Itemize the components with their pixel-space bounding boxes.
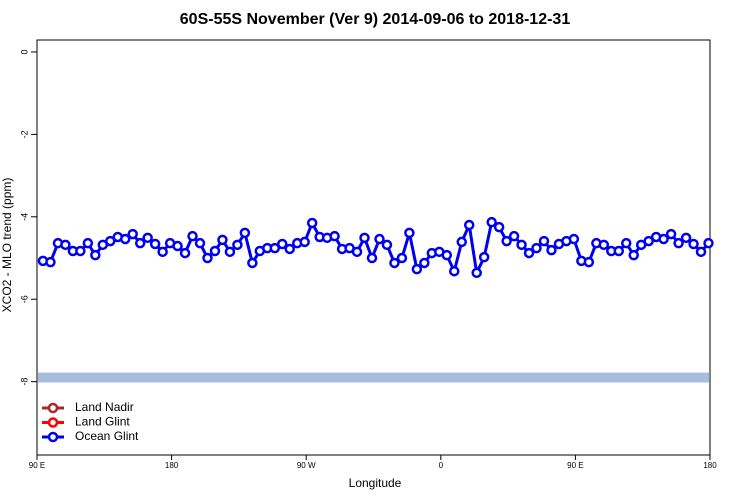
- data-point: [680, 232, 692, 244]
- data-point: [194, 237, 206, 249]
- data-point: [598, 239, 610, 251]
- data-point: [381, 239, 393, 251]
- data-point: [419, 257, 430, 269]
- data-point: [45, 256, 56, 268]
- y-tick-label: -2: [19, 130, 29, 138]
- data-point: [247, 257, 258, 269]
- data-point: [149, 238, 161, 250]
- data-point: [493, 221, 505, 233]
- data-point: [142, 232, 153, 244]
- data-point: [695, 246, 707, 258]
- data-point: [239, 227, 251, 239]
- data-point: [75, 245, 86, 257]
- data-point: [583, 256, 595, 268]
- data-point: [217, 234, 228, 246]
- data-point: [179, 247, 191, 259]
- data-point: [157, 246, 168, 258]
- y-tick-label: 0: [19, 49, 29, 54]
- data-point: [299, 236, 310, 248]
- data-point: [486, 216, 497, 228]
- data-point: [105, 235, 116, 247]
- data-point: [366, 252, 378, 264]
- legend-label: Land Glint: [75, 415, 130, 429]
- data-point: [449, 265, 460, 277]
- y-tick-label: -4: [19, 213, 29, 221]
- data-point: [127, 228, 138, 240]
- data-point: [703, 237, 714, 249]
- legend-marker: [47, 431, 59, 443]
- y-tick-label: -6: [19, 295, 29, 303]
- data-point: [538, 235, 550, 247]
- data-point: [613, 245, 625, 257]
- data-point: [209, 245, 221, 257]
- data-point: [628, 249, 639, 261]
- data-point: [187, 230, 198, 242]
- x-tick-label: 90 W: [297, 461, 316, 470]
- data-point: [329, 230, 340, 242]
- data-point: [202, 252, 213, 264]
- data-point: [456, 236, 467, 248]
- data-point: [501, 235, 512, 247]
- data-point: [523, 247, 535, 259]
- data-point: [306, 217, 318, 229]
- x-tick-label: 0: [439, 461, 444, 470]
- data-point: [284, 243, 295, 255]
- data-point: [90, 249, 101, 261]
- data-point: [508, 230, 520, 242]
- legend-marker: [47, 402, 59, 414]
- data-point: [269, 242, 281, 254]
- y-axis-title: XCO2 - MLO trend (ppm): [0, 178, 14, 313]
- data-point: [396, 252, 408, 264]
- data-point: [60, 239, 71, 251]
- x-tick-label: 90 E: [567, 461, 583, 470]
- data-point: [546, 244, 557, 256]
- chart-title: 60S-55S November (Ver 9) 2014-09-06 to 2…: [180, 11, 571, 28]
- data-point: [411, 263, 423, 275]
- data-point: [359, 232, 370, 244]
- data-point: [389, 257, 400, 269]
- data-point: [82, 237, 94, 249]
- data-point: [232, 239, 243, 251]
- data-point: [620, 237, 632, 249]
- data-point: [478, 251, 490, 263]
- data-point: [463, 219, 475, 231]
- x-tick-label: 180: [165, 461, 179, 470]
- data-point: [688, 238, 699, 250]
- legend-label: Ocean Glint: [75, 429, 139, 443]
- data-point: [516, 239, 527, 251]
- legend-marker: [47, 417, 59, 428]
- data-point: [531, 242, 542, 254]
- reference-band: [38, 372, 709, 383]
- x-tick-label: 180: [703, 461, 717, 470]
- data-point: [404, 227, 415, 239]
- data-point: [441, 249, 453, 261]
- data-point: [673, 237, 684, 249]
- legend-label: Land Nadir: [75, 400, 134, 414]
- data-point: [277, 238, 288, 250]
- data-point: [134, 237, 146, 249]
- data-point: [224, 246, 236, 258]
- data-point: [172, 240, 183, 252]
- data-point: [351, 246, 363, 258]
- data-point: [568, 233, 580, 245]
- data-point: [665, 228, 677, 240]
- x-tick-label: 90 E: [29, 461, 45, 470]
- data-point: [374, 233, 385, 245]
- x-axis-title: Longitude: [349, 476, 402, 490]
- data-point: [658, 233, 669, 245]
- data-point: [643, 235, 654, 247]
- data-point: [471, 267, 482, 279]
- data-point: [119, 233, 131, 245]
- y-tick-label: -8: [19, 378, 29, 386]
